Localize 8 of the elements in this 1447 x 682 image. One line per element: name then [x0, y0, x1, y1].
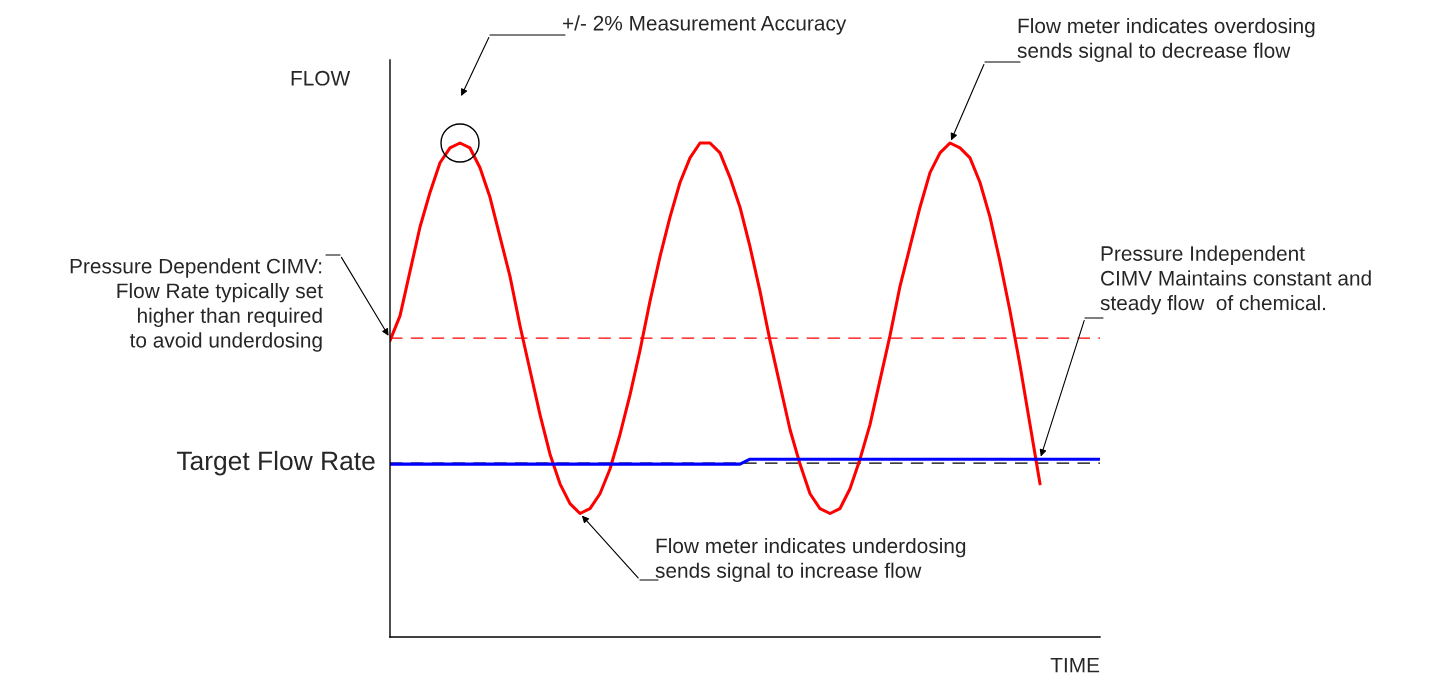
ref-line-label: Target Flow Rate: [176, 450, 375, 476]
text: Pressure Dependent CIMV: Flow Rate typically set higher than required to avoid underdosing: [70, 258, 323, 352]
annotation: Flow meter indicates underdosing sends signal to increase flow: [655, 537, 966, 583]
text: Flow meter indicates overdosing sends signal to decrease flow: [1017, 17, 1315, 63]
x-axis-title: TIME: [1050, 657, 1100, 673]
text: Pressure Independent CIMV Maintains constant and steady flow of chemical.: [1100, 245, 1371, 315]
y-axis-title: FLOW: [291, 70, 351, 86]
text: +/- 2% Measurement Accuracy: [563, 15, 847, 35]
